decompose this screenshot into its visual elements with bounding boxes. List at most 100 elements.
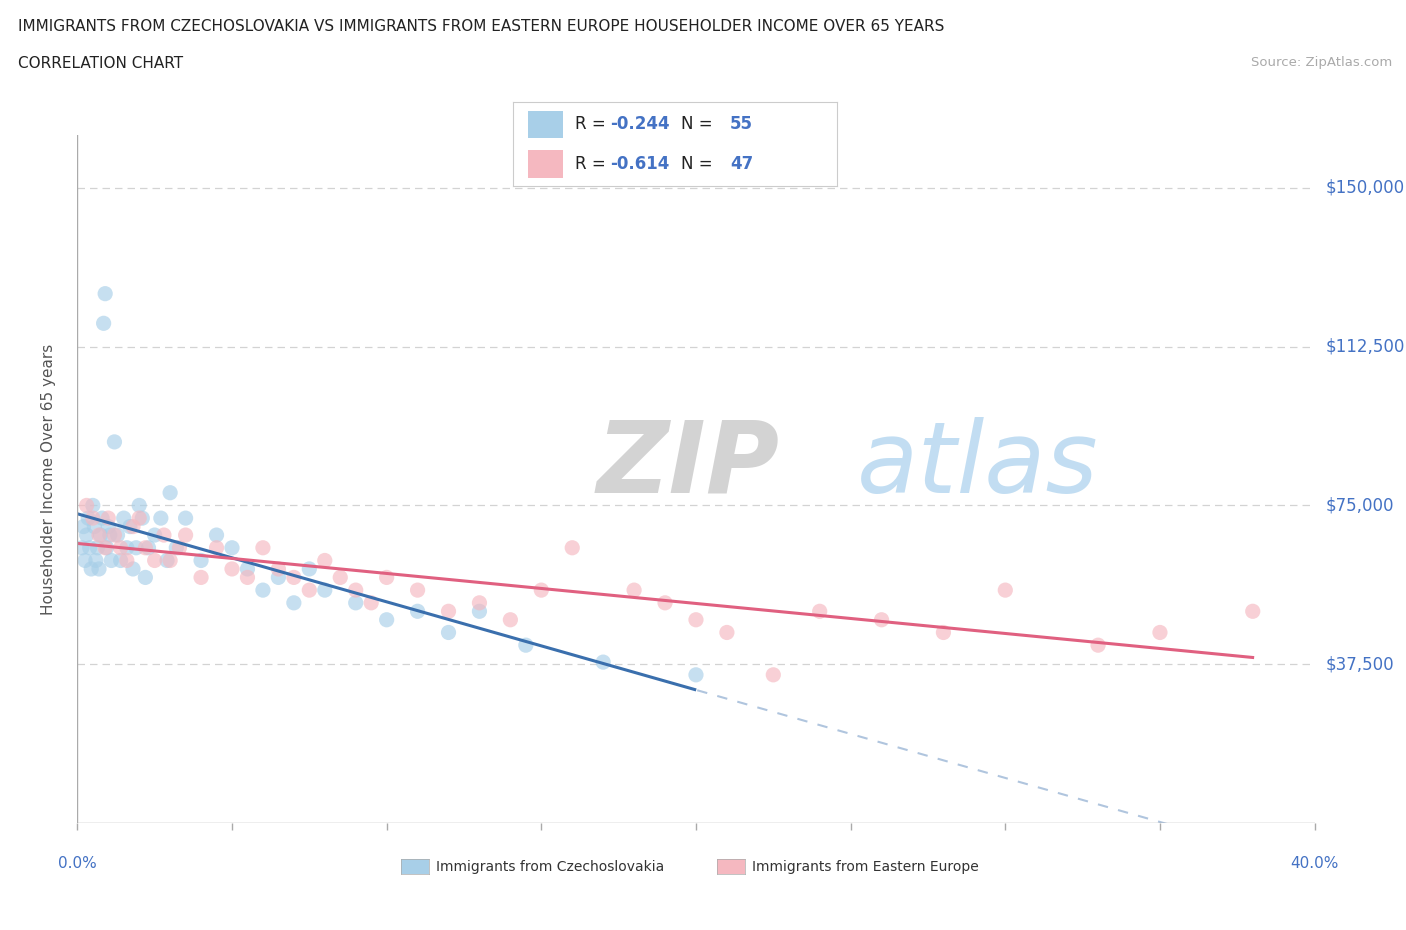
Point bbox=[159, 553, 181, 568]
Point bbox=[994, 583, 1017, 598]
Point bbox=[468, 604, 491, 618]
Point bbox=[143, 553, 166, 568]
Point bbox=[1149, 625, 1171, 640]
Point bbox=[344, 595, 367, 610]
Point bbox=[122, 519, 145, 534]
Text: R =: R = bbox=[575, 115, 610, 134]
Point bbox=[716, 625, 738, 640]
Point bbox=[267, 570, 290, 585]
Point bbox=[77, 511, 100, 525]
Point bbox=[283, 595, 305, 610]
Point bbox=[298, 562, 321, 577]
Text: -0.244: -0.244 bbox=[610, 115, 669, 134]
Point bbox=[159, 485, 181, 500]
Point bbox=[97, 519, 120, 534]
Text: 55: 55 bbox=[730, 115, 752, 134]
Point bbox=[360, 595, 382, 610]
Point bbox=[128, 511, 150, 525]
Text: $37,500: $37,500 bbox=[1326, 656, 1395, 673]
Point bbox=[94, 540, 117, 555]
Point bbox=[932, 625, 955, 640]
Text: N =: N = bbox=[682, 154, 718, 173]
Point bbox=[762, 668, 785, 683]
Point bbox=[103, 527, 125, 542]
Point bbox=[329, 570, 352, 585]
Text: R =: R = bbox=[575, 154, 610, 173]
Point bbox=[93, 316, 115, 331]
Point bbox=[283, 570, 305, 585]
Point bbox=[375, 612, 398, 627]
Point bbox=[1241, 604, 1264, 618]
Text: atlas: atlas bbox=[856, 417, 1098, 513]
Point bbox=[221, 562, 243, 577]
Point bbox=[236, 570, 259, 585]
Point bbox=[112, 511, 135, 525]
Point bbox=[97, 511, 120, 525]
Text: 0.0%: 0.0% bbox=[58, 857, 97, 871]
Point bbox=[149, 511, 172, 525]
Point bbox=[685, 612, 707, 627]
Text: $112,500: $112,500 bbox=[1326, 338, 1405, 355]
Bar bbox=[527, 111, 564, 139]
Point bbox=[530, 583, 553, 598]
Point bbox=[84, 553, 107, 568]
Point bbox=[82, 498, 104, 512]
Point bbox=[406, 583, 429, 598]
Point bbox=[437, 625, 460, 640]
Point bbox=[94, 286, 117, 301]
Point bbox=[80, 562, 103, 577]
Text: -0.614: -0.614 bbox=[610, 154, 669, 173]
Point bbox=[165, 540, 187, 555]
Point bbox=[314, 583, 336, 598]
Point bbox=[75, 553, 96, 568]
Point bbox=[90, 527, 111, 542]
Point bbox=[76, 498, 98, 512]
Point bbox=[592, 655, 614, 670]
Point bbox=[221, 540, 243, 555]
Text: Immigrants from Czechoslovakia: Immigrants from Czechoslovakia bbox=[436, 859, 664, 874]
Text: Immigrants from Eastern Europe: Immigrants from Eastern Europe bbox=[752, 859, 979, 874]
Y-axis label: Householder Income Over 65 years: Householder Income Over 65 years bbox=[42, 343, 56, 615]
Point bbox=[169, 540, 191, 555]
Text: $75,000: $75,000 bbox=[1326, 497, 1395, 514]
Point bbox=[98, 527, 121, 542]
Point bbox=[87, 527, 110, 542]
Point bbox=[298, 583, 321, 598]
Bar bbox=[527, 150, 564, 178]
Text: $150,000: $150,000 bbox=[1326, 179, 1405, 197]
Point bbox=[79, 540, 101, 555]
Point bbox=[685, 668, 707, 683]
Point bbox=[174, 527, 197, 542]
Point bbox=[174, 511, 197, 525]
Point bbox=[267, 562, 290, 577]
Point bbox=[437, 604, 460, 618]
Point bbox=[131, 511, 153, 525]
Point bbox=[143, 527, 166, 542]
Point bbox=[107, 527, 129, 542]
Point bbox=[115, 540, 138, 555]
Point bbox=[654, 595, 676, 610]
Point bbox=[72, 519, 94, 534]
Point bbox=[1087, 638, 1109, 653]
Point bbox=[344, 583, 367, 598]
Point bbox=[122, 562, 145, 577]
Point bbox=[153, 527, 176, 542]
Text: CORRELATION CHART: CORRELATION CHART bbox=[18, 56, 183, 71]
Point bbox=[870, 612, 893, 627]
Point bbox=[314, 553, 336, 568]
Point bbox=[252, 583, 274, 598]
Point bbox=[156, 553, 179, 568]
Point bbox=[82, 511, 104, 525]
Point bbox=[190, 553, 212, 568]
Point bbox=[83, 519, 105, 534]
Point bbox=[468, 595, 491, 610]
Point bbox=[134, 540, 156, 555]
Point bbox=[86, 540, 108, 555]
Point bbox=[499, 612, 522, 627]
Point bbox=[87, 562, 110, 577]
Point bbox=[375, 570, 398, 585]
Point bbox=[623, 583, 645, 598]
Point bbox=[110, 553, 132, 568]
Point bbox=[190, 570, 212, 585]
Point bbox=[110, 540, 132, 555]
